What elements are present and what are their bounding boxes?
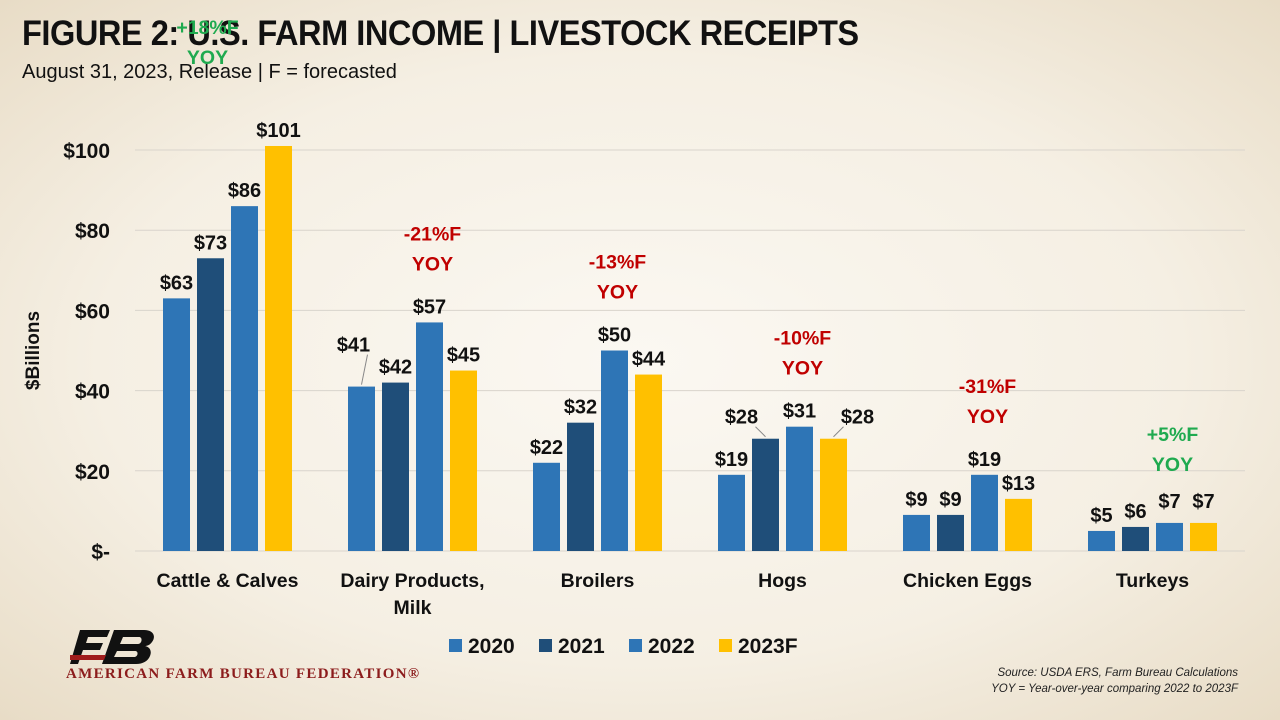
yoy-annotation: YOY	[967, 406, 1008, 428]
legend-swatch	[449, 639, 462, 652]
x-tick-label: Turkeys	[1116, 570, 1189, 592]
y-tick-label: $20	[75, 461, 110, 484]
yoy-annotation: -13%F	[589, 252, 647, 274]
bar	[601, 350, 628, 551]
legend-swatch	[629, 639, 642, 652]
yoy-annotation: YOY	[597, 282, 638, 304]
yoy-annotation: +5%F	[1147, 424, 1199, 446]
data-label: $41	[337, 335, 370, 357]
x-tick-label: Cattle & Calves	[157, 570, 299, 592]
yoy-annotation: +18%F	[176, 17, 238, 39]
bar	[1156, 522, 1183, 551]
bar	[718, 474, 745, 551]
data-label: $32	[564, 397, 597, 419]
y-axis-label: $Billions	[23, 311, 44, 390]
source-note: Source: USDA ERS, Farm Bureau Calculatio…	[991, 665, 1238, 697]
yoy-annotation: YOY	[412, 253, 453, 275]
yoy-annotation: YOY	[782, 358, 823, 380]
bar	[382, 382, 409, 551]
bar	[820, 438, 847, 551]
leader-line	[755, 426, 766, 438]
bar	[265, 145, 292, 552]
data-label: $7	[1158, 491, 1180, 513]
bar	[231, 206, 258, 551]
data-label: $9	[939, 489, 961, 511]
data-label: $50	[598, 325, 631, 347]
chart-title: FIGURE 2: U.S. FARM INCOME | LIVESTOCK R…	[22, 14, 859, 53]
leader-line	[361, 354, 368, 385]
source-line: Source: USDA ERS, Farm Bureau Calculatio…	[997, 667, 1238, 679]
bar	[752, 438, 779, 551]
data-label: $6	[1124, 501, 1146, 523]
data-label: $19	[968, 449, 1001, 471]
bar	[567, 422, 594, 551]
x-tick-label: Chicken Eggs	[903, 570, 1032, 592]
legend-swatch	[719, 639, 732, 652]
x-tick-label: Hogs	[758, 570, 807, 592]
yoy-annotation: YOY	[187, 47, 228, 69]
bar	[1122, 526, 1149, 551]
x-tick-label: Dairy Products,	[340, 570, 484, 592]
bar	[197, 258, 224, 551]
data-label: $63	[160, 272, 193, 294]
yoy-definition-line: YOY = Year-over-year comparing 2022 to 2…	[991, 683, 1238, 695]
x-tick-label: Milk	[394, 597, 432, 619]
bar	[533, 462, 560, 551]
y-tick-label: $40	[75, 381, 110, 404]
legend-label: 2022	[648, 635, 695, 658]
bar	[786, 426, 813, 551]
bar	[416, 322, 443, 551]
legend-swatch	[539, 639, 552, 652]
bar	[163, 298, 190, 551]
y-tick-label: $80	[75, 220, 110, 243]
data-label: $13	[1002, 473, 1035, 495]
chart-subtitle: August 31, 2023, Release | F = forecaste…	[22, 61, 397, 83]
data-label: $101	[256, 120, 301, 142]
bar	[971, 474, 998, 551]
afbf-logo: AMERICAN FARM BUREAU FEDERATION®	[66, 628, 466, 688]
yoy-annotation: YOY	[1152, 454, 1193, 476]
bar	[450, 370, 477, 551]
y-tick-label: $-	[91, 541, 110, 564]
bar	[903, 514, 930, 551]
data-label: $9	[905, 489, 927, 511]
data-label: $86	[228, 180, 261, 202]
data-label: $28	[841, 407, 874, 429]
data-label: $57	[413, 296, 446, 318]
bar	[1190, 522, 1217, 551]
data-label: $45	[447, 345, 480, 367]
data-label: $31	[783, 401, 816, 423]
farm-bureau-logo-icon	[70, 630, 154, 664]
legend-label: 2020	[468, 635, 515, 658]
legend-label: 2023F	[738, 635, 798, 658]
bar	[1005, 498, 1032, 551]
data-label: $19	[715, 449, 748, 471]
yoy-annotation: -21%F	[404, 223, 462, 245]
bar	[1088, 530, 1115, 551]
bar	[937, 514, 964, 551]
organization-name: AMERICAN FARM BUREAU FEDERATION®	[66, 666, 421, 682]
data-label: $28	[725, 407, 758, 429]
data-label: $7	[1192, 491, 1214, 513]
data-label: $5	[1090, 505, 1112, 527]
bar	[635, 374, 662, 551]
bar	[348, 386, 375, 551]
data-label: $73	[194, 232, 227, 254]
yoy-annotation: -10%F	[774, 328, 832, 350]
data-label: $22	[530, 437, 563, 459]
legend-label: 2021	[558, 635, 605, 658]
data-label: $42	[379, 357, 412, 379]
y-tick-label: $100	[63, 140, 110, 163]
x-tick-label: Broilers	[561, 570, 635, 592]
data-label: $44	[632, 349, 666, 371]
leader-line	[833, 426, 844, 438]
y-tick-label: $60	[75, 300, 110, 323]
yoy-annotation: -31%F	[959, 376, 1017, 398]
